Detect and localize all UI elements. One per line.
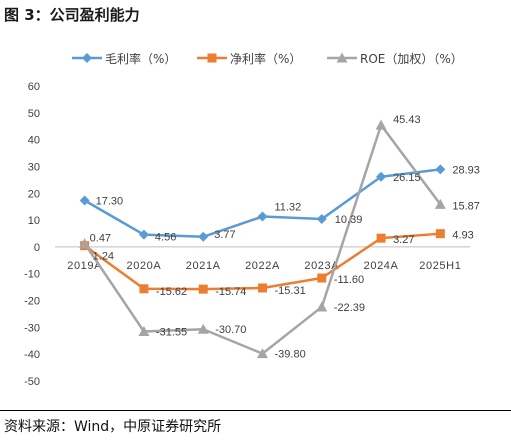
- data-labels: 17.30 4.56 3.77 11.32 10.39 26.15 28.93 0.47 -15…: [90, 114, 480, 361]
- axes: 60 50 40 30 20 10 0 -10 -20 -30 -40 -50 2019A 2020A 20…: [24, 81, 470, 388]
- data-label-gross-margin: 10.39: [335, 214, 363, 226]
- data-point-net-margin: [198, 284, 208, 294]
- series-line-gross-margin: [83, 168, 442, 239]
- y-tick-label: 30: [28, 161, 40, 173]
- legend-marker: [336, 52, 348, 63]
- data-point-gross-margin: [316, 214, 327, 225]
- data-label-roe: -30.70: [215, 324, 246, 336]
- data-label-gross-margin: 3.77: [214, 229, 235, 241]
- data-point-net-margin: [317, 273, 327, 283]
- data-label-net-margin: -15.74: [215, 286, 246, 298]
- legend-label-gross-margin: 毛利率（%）: [105, 51, 177, 66]
- legend-marker: [207, 53, 217, 63]
- y-tick-label: -20: [24, 296, 40, 308]
- data-point-roe: [138, 326, 150, 337]
- y-tick-label: 10: [28, 215, 40, 227]
- y-tick-label: 60: [28, 81, 40, 93]
- data-label-roe: -22.39: [334, 302, 365, 314]
- data-point-gross-margin: [138, 229, 149, 240]
- data-point-roe: [434, 198, 446, 209]
- y-tick-label: -10: [24, 269, 40, 281]
- data-label-net-margin: 3.27: [393, 234, 414, 246]
- data-point-net-margin: [139, 284, 149, 294]
- y-tick-label: -40: [24, 349, 40, 361]
- x-tick-label: 2021A: [186, 260, 221, 272]
- data-point-roe: [316, 301, 328, 312]
- data-point-gross-margin: [257, 211, 268, 222]
- data-point-gross-margin: [79, 195, 90, 206]
- data-label-gross-margin: 26.15: [393, 172, 421, 184]
- y-tick-label: 0: [34, 242, 40, 254]
- data-label-gross-margin: 28.93: [452, 164, 480, 176]
- legend-swatch-gross-margin: [72, 53, 102, 63]
- legend-marker: [82, 53, 92, 63]
- data-point-net-margin: [258, 283, 267, 293]
- data-point-net-margin: [435, 229, 445, 239]
- legend-label-roe: ROE（加权）（%）: [360, 51, 463, 66]
- x-tick-label: 2024A: [364, 260, 399, 272]
- data-label-net-margin: 0.47: [90, 233, 111, 245]
- data-label-net-margin: -15.31: [275, 285, 306, 297]
- x-tick-label: 2023A: [304, 260, 339, 272]
- series-group: [79, 119, 446, 359]
- data-point-gross-margin: [376, 171, 387, 182]
- x-tick-label: 2019A: [67, 260, 102, 272]
- data-point-gross-margin: [435, 164, 446, 175]
- y-tick-label: -50: [24, 376, 40, 388]
- legend-swatch-roe: [327, 52, 357, 63]
- data-label-gross-margin: 11.32: [275, 202, 302, 214]
- x-tick-label: 2025H1: [419, 260, 461, 272]
- legend-item-net-margin: 净利率（%）: [197, 50, 301, 66]
- data-label-gross-margin: 4.56: [155, 232, 176, 244]
- data-label-net-margin: -15.62: [156, 286, 187, 298]
- data-point-roe: [257, 348, 268, 359]
- data-label-roe: 15.87: [452, 200, 480, 212]
- x-tick-label: 2020A: [127, 260, 162, 272]
- y-tick-label: 20: [28, 188, 40, 200]
- data-label-net-margin: 4.93: [452, 230, 473, 242]
- data-label-roe: -31.55: [156, 327, 187, 339]
- data-label-gross-margin: 17.30: [96, 196, 124, 208]
- data-label-net-margin: -11.60: [334, 274, 364, 286]
- figure-caption: 图 3：公司盈利能力: [4, 6, 140, 24]
- data-point-gross-margin: [198, 231, 209, 242]
- legend-item-gross-margin: 毛利率（%）: [72, 50, 176, 66]
- x-tick-label: 2022A: [245, 260, 280, 272]
- y-tick-label: -30: [24, 322, 40, 334]
- legend-label-net-margin: 净利率（%）: [230, 51, 302, 66]
- data-point-net-margin: [376, 233, 386, 243]
- series-line-roe: [83, 123, 442, 355]
- y-tick-label: 40: [28, 135, 40, 147]
- source-note: 资料来源：Wind，中原证券研究所: [4, 419, 222, 435]
- data-point-roe: [197, 323, 209, 334]
- data-point-roe: [375, 119, 387, 130]
- data-point-roe: [79, 238, 91, 249]
- legend-swatch-net-margin: [197, 53, 227, 63]
- legend-item-roe: ROE（加权）（%）: [327, 50, 463, 66]
- source-divider: [0, 410, 511, 411]
- y-tick-label: 50: [28, 108, 40, 120]
- data-label-roe: 45.43: [393, 114, 421, 126]
- data-label-roe: 1.24: [93, 251, 114, 263]
- data-label-roe: -39.80: [275, 349, 306, 361]
